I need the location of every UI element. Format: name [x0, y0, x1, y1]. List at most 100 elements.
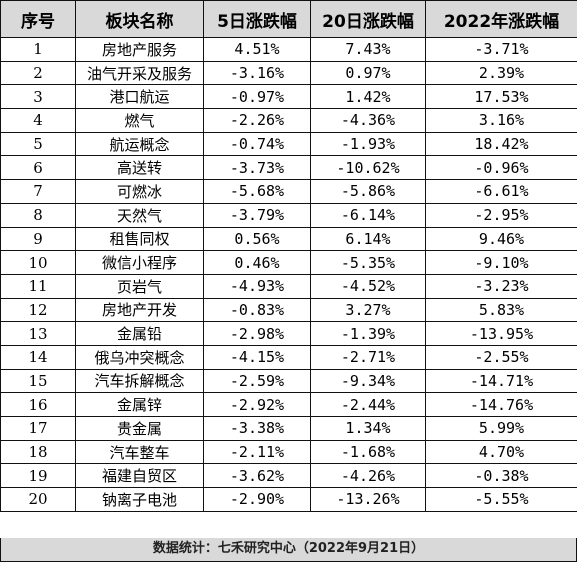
- change-5day-cell: -3.73%: [203, 155, 311, 181]
- change-2022-cell: -3.71%: [425, 37, 577, 62]
- sector-name-cell: 页岩气: [75, 273, 204, 299]
- row-index-cell: 7: [0, 179, 76, 204]
- sector-name-cell: 港口航运: [75, 84, 204, 110]
- change-5day-cell: -0.74%: [203, 131, 311, 157]
- change-2022-cell: -14.71%: [425, 368, 577, 394]
- change-20day-cell: 1.42%: [310, 84, 426, 110]
- change-20day-cell: -4.26%: [310, 463, 426, 489]
- table-row[interactable]: 15 汽车拆解概念 -2.59% -9.34% -14.71%: [0, 368, 577, 394]
- table-row[interactable]: 7 可燃冰 -5.68% -5.86% -6.61%: [0, 179, 577, 204]
- sector-name-cell: 金属铅: [75, 321, 204, 346]
- table-row[interactable]: 17 贵金属 -3.38% 1.34% 5.99%: [0, 416, 577, 441]
- table-row[interactable]: 13 金属铅 -2.98% -1.39% -13.95%: [0, 321, 577, 346]
- change-5day-cell: -0.97%: [203, 84, 311, 110]
- change-20day-cell: -2.71%: [310, 344, 426, 370]
- change-2022-cell: -13.95%: [425, 321, 577, 346]
- table-row[interactable]: 8 天然气 -3.79% -6.14% -2.95%: [0, 202, 577, 228]
- change-2022-cell: 5.99%: [425, 416, 577, 441]
- table-row[interactable]: 4 燃气 -2.26% -4.36% 3.16%: [0, 108, 577, 133]
- change-2022-cell: -3.23%: [425, 273, 577, 299]
- change-2022-cell: 17.53%: [425, 84, 577, 110]
- table-row[interactable]: 20 钠离子电池 -2.90% -13.26% -5.55%: [0, 487, 577, 512]
- change-5day-cell: -3.38%: [203, 416, 311, 441]
- table-row[interactable]: 19 福建自贸区 -3.62% -4.26% -0.38%: [0, 463, 577, 489]
- row-index-cell: 1: [0, 37, 76, 62]
- header-2022-change[interactable]: 2022年涨跌幅: [425, 0, 577, 38]
- header-sector-name[interactable]: 板块名称: [75, 0, 204, 38]
- row-index-cell: 12: [0, 297, 76, 323]
- row-index-cell: 2: [0, 60, 76, 86]
- sector-name-cell: 房地产服务: [75, 37, 204, 62]
- change-2022-cell: -0.96%: [425, 155, 577, 181]
- change-2022-cell: -5.55%: [425, 487, 577, 512]
- change-5day-cell: 4.51%: [203, 37, 311, 62]
- table-row[interactable]: 11 页岩气 -4.93% -4.52% -3.23%: [0, 273, 577, 299]
- sector-name-cell: 房地产开发: [75, 297, 204, 323]
- table-row[interactable]: 1 房地产服务 4.51% 7.43% -3.71%: [0, 37, 577, 62]
- table-row[interactable]: 5 航运概念 -0.74% -1.93% 18.42%: [0, 131, 577, 157]
- change-5day-cell: -2.26%: [203, 108, 311, 133]
- change-5day-cell: 0.56%: [203, 226, 311, 252]
- sector-name-cell: 钠离子电池: [75, 487, 204, 512]
- change-2022-cell: 4.70%: [425, 439, 577, 465]
- header-row: 序号 板块名称 5日涨跌幅 20日涨跌幅 2022年涨跌幅: [0, 0, 577, 38]
- change-2022-cell: 3.16%: [425, 108, 577, 133]
- change-5day-cell: -3.16%: [203, 60, 311, 86]
- row-index-cell: 8: [0, 202, 76, 228]
- row-index-cell: 3: [0, 84, 76, 110]
- table-row[interactable]: 6 高送转 -3.73% -10.62% -0.96%: [0, 155, 577, 181]
- header-index[interactable]: 序号: [0, 0, 76, 38]
- row-index-cell: 16: [0, 392, 76, 417]
- change-5day-cell: -0.83%: [203, 297, 311, 323]
- change-20day-cell: 7.43%: [310, 37, 426, 62]
- change-20day-cell: -1.93%: [310, 131, 426, 157]
- row-index-cell: 20: [0, 487, 76, 512]
- change-2022-cell: 2.39%: [425, 60, 577, 86]
- row-index-cell: 9: [0, 226, 76, 252]
- table-row[interactable]: 10 微信小程序 0.46% -5.35% -9.10%: [0, 250, 577, 275]
- row-index-cell: 5: [0, 131, 76, 157]
- header-5day-change[interactable]: 5日涨跌幅: [203, 0, 311, 38]
- table-row[interactable]: 12 房地产开发 -0.83% 3.27% 5.83%: [0, 297, 577, 323]
- change-5day-cell: -3.79%: [203, 202, 311, 228]
- change-20day-cell: 3.27%: [310, 297, 426, 323]
- sector-name-cell: 高送转: [75, 155, 204, 181]
- change-2022-cell: -2.95%: [425, 202, 577, 228]
- change-5day-cell: -5.68%: [203, 179, 311, 204]
- change-20day-cell: -1.68%: [310, 439, 426, 465]
- change-20day-cell: -4.36%: [310, 108, 426, 133]
- change-2022-cell: 9.46%: [425, 226, 577, 252]
- change-20day-cell: 1.34%: [310, 416, 426, 441]
- change-20day-cell: -1.39%: [310, 321, 426, 346]
- table-row[interactable]: 9 租售同权 0.56% 6.14% 9.46%: [0, 226, 577, 252]
- row-index-cell: 6: [0, 155, 76, 181]
- table-row[interactable]: 3 港口航运 -0.97% 1.42% 17.53%: [0, 84, 577, 110]
- table-row[interactable]: 18 汽车整车 -2.11% -1.68% 4.70%: [0, 439, 577, 465]
- sector-name-cell: 微信小程序: [75, 250, 204, 275]
- row-index-cell: 19: [0, 463, 76, 489]
- change-5day-cell: -4.93%: [203, 273, 311, 299]
- data-source-footer: 数据统计：七禾研究中心（2022年9月21日）: [0, 538, 577, 562]
- change-2022-cell: -9.10%: [425, 250, 577, 275]
- change-5day-cell: -2.92%: [203, 392, 311, 417]
- sector-name-cell: 俄乌冲突概念: [75, 344, 204, 370]
- change-20day-cell: 0.97%: [310, 60, 426, 86]
- change-5day-cell: -3.62%: [203, 463, 311, 489]
- change-20day-cell: -4.52%: [310, 273, 426, 299]
- change-5day-cell: -2.90%: [203, 487, 311, 512]
- change-2022-cell: -2.55%: [425, 344, 577, 370]
- table-row[interactable]: 16 金属锌 -2.92% -2.44% -14.76%: [0, 392, 577, 417]
- header-20day-change[interactable]: 20日涨跌幅: [310, 0, 426, 38]
- change-5day-cell: -2.98%: [203, 321, 311, 346]
- sector-name-cell: 贵金属: [75, 416, 204, 441]
- change-20day-cell: -10.62%: [310, 155, 426, 181]
- change-2022-cell: -14.76%: [425, 392, 577, 417]
- change-5day-cell: -4.15%: [203, 344, 311, 370]
- row-index-cell: 13: [0, 321, 76, 346]
- change-2022-cell: -0.38%: [425, 463, 577, 489]
- sector-name-cell: 可燃冰: [75, 179, 204, 204]
- change-2022-cell: -6.61%: [425, 179, 577, 204]
- table-row[interactable]: 2 油气开采及服务 -3.16% 0.97% 2.39%: [0, 60, 577, 86]
- row-index-cell: 11: [0, 273, 76, 299]
- table-row[interactable]: 14 俄乌冲突概念 -4.15% -2.71% -2.55%: [0, 344, 577, 370]
